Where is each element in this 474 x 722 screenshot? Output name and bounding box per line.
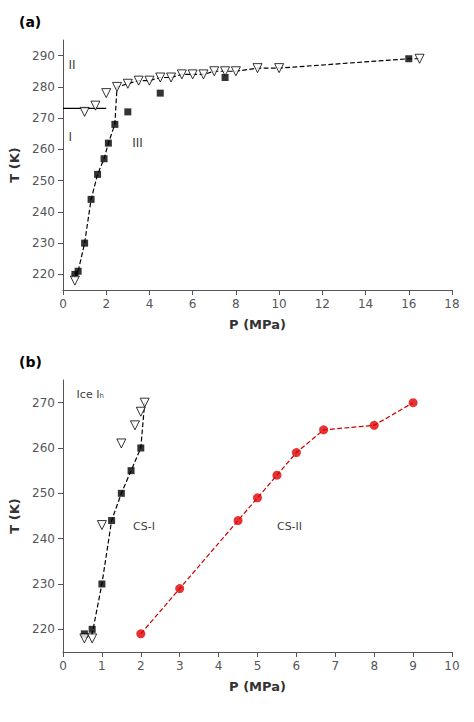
svg-text:230: 230 [32, 236, 55, 250]
svg-text:250: 250 [32, 174, 55, 188]
svg-text:4: 4 [146, 297, 154, 311]
svg-text:I: I [68, 130, 72, 144]
svg-text:16: 16 [401, 297, 416, 311]
svg-text:6: 6 [293, 659, 301, 673]
svg-text:P (MPa): P (MPa) [229, 317, 286, 332]
svg-text:3: 3 [176, 659, 184, 673]
svg-text:8: 8 [232, 297, 240, 311]
svg-text:230: 230 [32, 577, 55, 591]
svg-text:CS-II: CS-II [277, 520, 302, 533]
svg-text:10: 10 [271, 297, 286, 311]
svg-text:18: 18 [444, 297, 459, 311]
svg-text:240: 240 [32, 532, 55, 546]
svg-text:8: 8 [370, 659, 378, 673]
svg-text:P (MPa): P (MPa) [229, 679, 286, 694]
svg-text:5: 5 [254, 659, 262, 673]
svg-text:9: 9 [409, 659, 417, 673]
svg-text:6: 6 [189, 297, 197, 311]
svg-text:260: 260 [32, 142, 55, 156]
svg-text:270: 270 [32, 396, 55, 410]
svg-text:4: 4 [215, 659, 223, 673]
svg-text:II: II [68, 58, 75, 72]
svg-text:260: 260 [32, 441, 55, 455]
svg-text:T (K): T (K) [7, 147, 22, 182]
svg-text:2: 2 [102, 297, 110, 311]
svg-text:T (K): T (K) [7, 498, 22, 533]
svg-text:240: 240 [32, 205, 55, 219]
svg-text:0: 0 [59, 297, 67, 311]
svg-text:250: 250 [32, 486, 55, 500]
svg-text:290: 290 [32, 49, 55, 63]
svg-text:(b): (b) [19, 354, 42, 370]
svg-text:14: 14 [358, 297, 373, 311]
svg-text:280: 280 [32, 80, 55, 94]
svg-text:Ice Iₕ: Ice Iₕ [77, 388, 104, 401]
svg-text:220: 220 [32, 622, 55, 636]
svg-text:7: 7 [331, 659, 339, 673]
svg-text:CS-I: CS-I [133, 520, 155, 533]
svg-text:10: 10 [444, 659, 459, 673]
svg-text:0: 0 [59, 659, 67, 673]
svg-text:(a): (a) [19, 14, 41, 30]
svg-text:270: 270 [32, 111, 55, 125]
svg-text:1: 1 [98, 659, 106, 673]
svg-text:III: III [132, 136, 143, 150]
svg-text:220: 220 [32, 267, 55, 281]
svg-text:2: 2 [137, 659, 145, 673]
svg-text:12: 12 [315, 297, 330, 311]
